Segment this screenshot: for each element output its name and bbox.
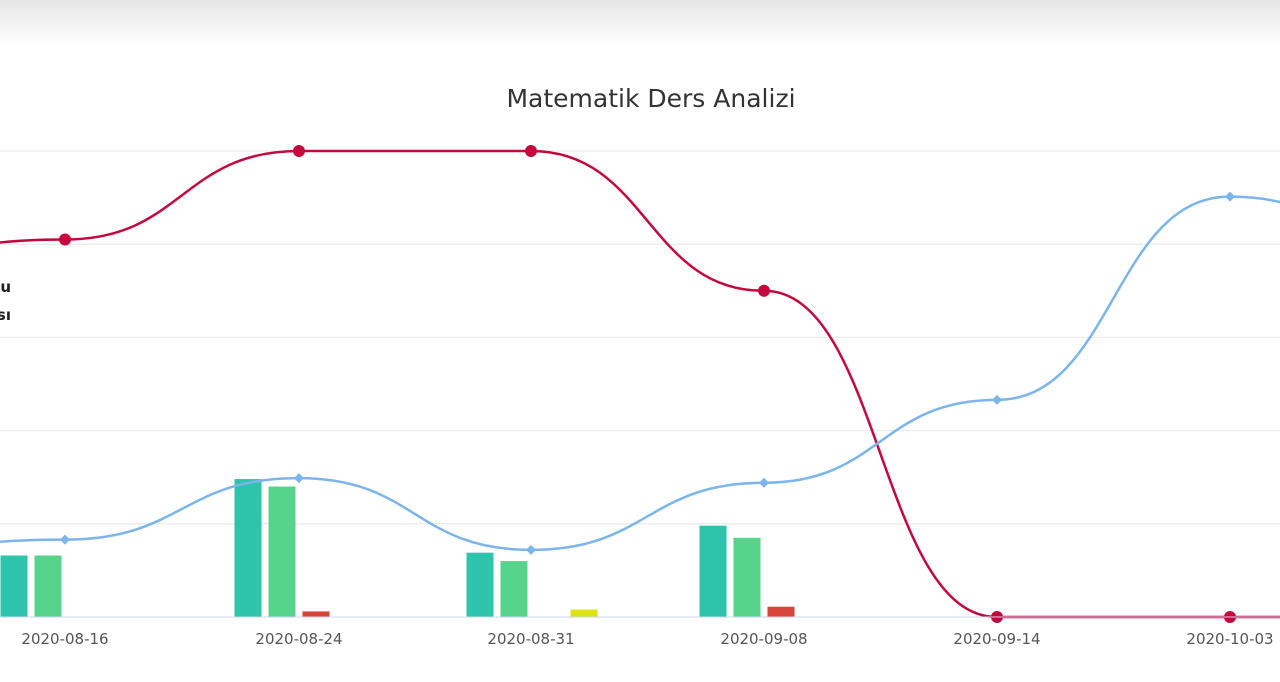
- series-point: [293, 145, 305, 157]
- bar: [466, 552, 494, 617]
- bar: [268, 486, 296, 617]
- x-tick-label: 2020-09-14: [953, 630, 1040, 648]
- series-point: [1225, 191, 1235, 202]
- legend-item-2[interactable]: sı: [0, 306, 11, 324]
- x-tick-label: 2020-10-03: [1186, 630, 1273, 648]
- x-tick-label: 2020-08-31: [487, 630, 574, 648]
- bar: [0, 555, 28, 617]
- series-line: [0, 149, 1280, 619]
- grid-lines: [0, 150, 1280, 525]
- bar: [699, 525, 727, 617]
- bar: [733, 537, 761, 617]
- line-series: [0, 145, 1280, 623]
- bar: [302, 611, 330, 617]
- bar-series: [0, 479, 795, 617]
- series-point: [525, 145, 537, 157]
- series-point: [759, 477, 769, 488]
- series-point: [758, 284, 770, 297]
- x-tick-label: 2020-08-16: [21, 630, 108, 648]
- legend-item-1[interactable]: u: [0, 278, 11, 296]
- series-point: [294, 473, 304, 484]
- bar: [767, 606, 795, 617]
- x-tick-label: 2020-09-08: [720, 630, 807, 648]
- x-tick-label: 2020-08-24: [255, 630, 342, 648]
- window-top-shadow: [0, 0, 1280, 46]
- bar: [570, 609, 598, 617]
- series-point: [992, 394, 1002, 405]
- chart-title: Matematik Ders Analizi: [506, 84, 796, 113]
- series-line: [0, 195, 1280, 552]
- x-axis: 2020-08-16 2020-08-24 2020-08-31 2020-09-08…: [0, 616, 1280, 648]
- series-point: [59, 233, 71, 246]
- bar: [234, 479, 262, 617]
- series-point: [526, 544, 536, 555]
- series-point: [60, 534, 70, 545]
- bar: [500, 561, 528, 617]
- bar: [34, 555, 62, 617]
